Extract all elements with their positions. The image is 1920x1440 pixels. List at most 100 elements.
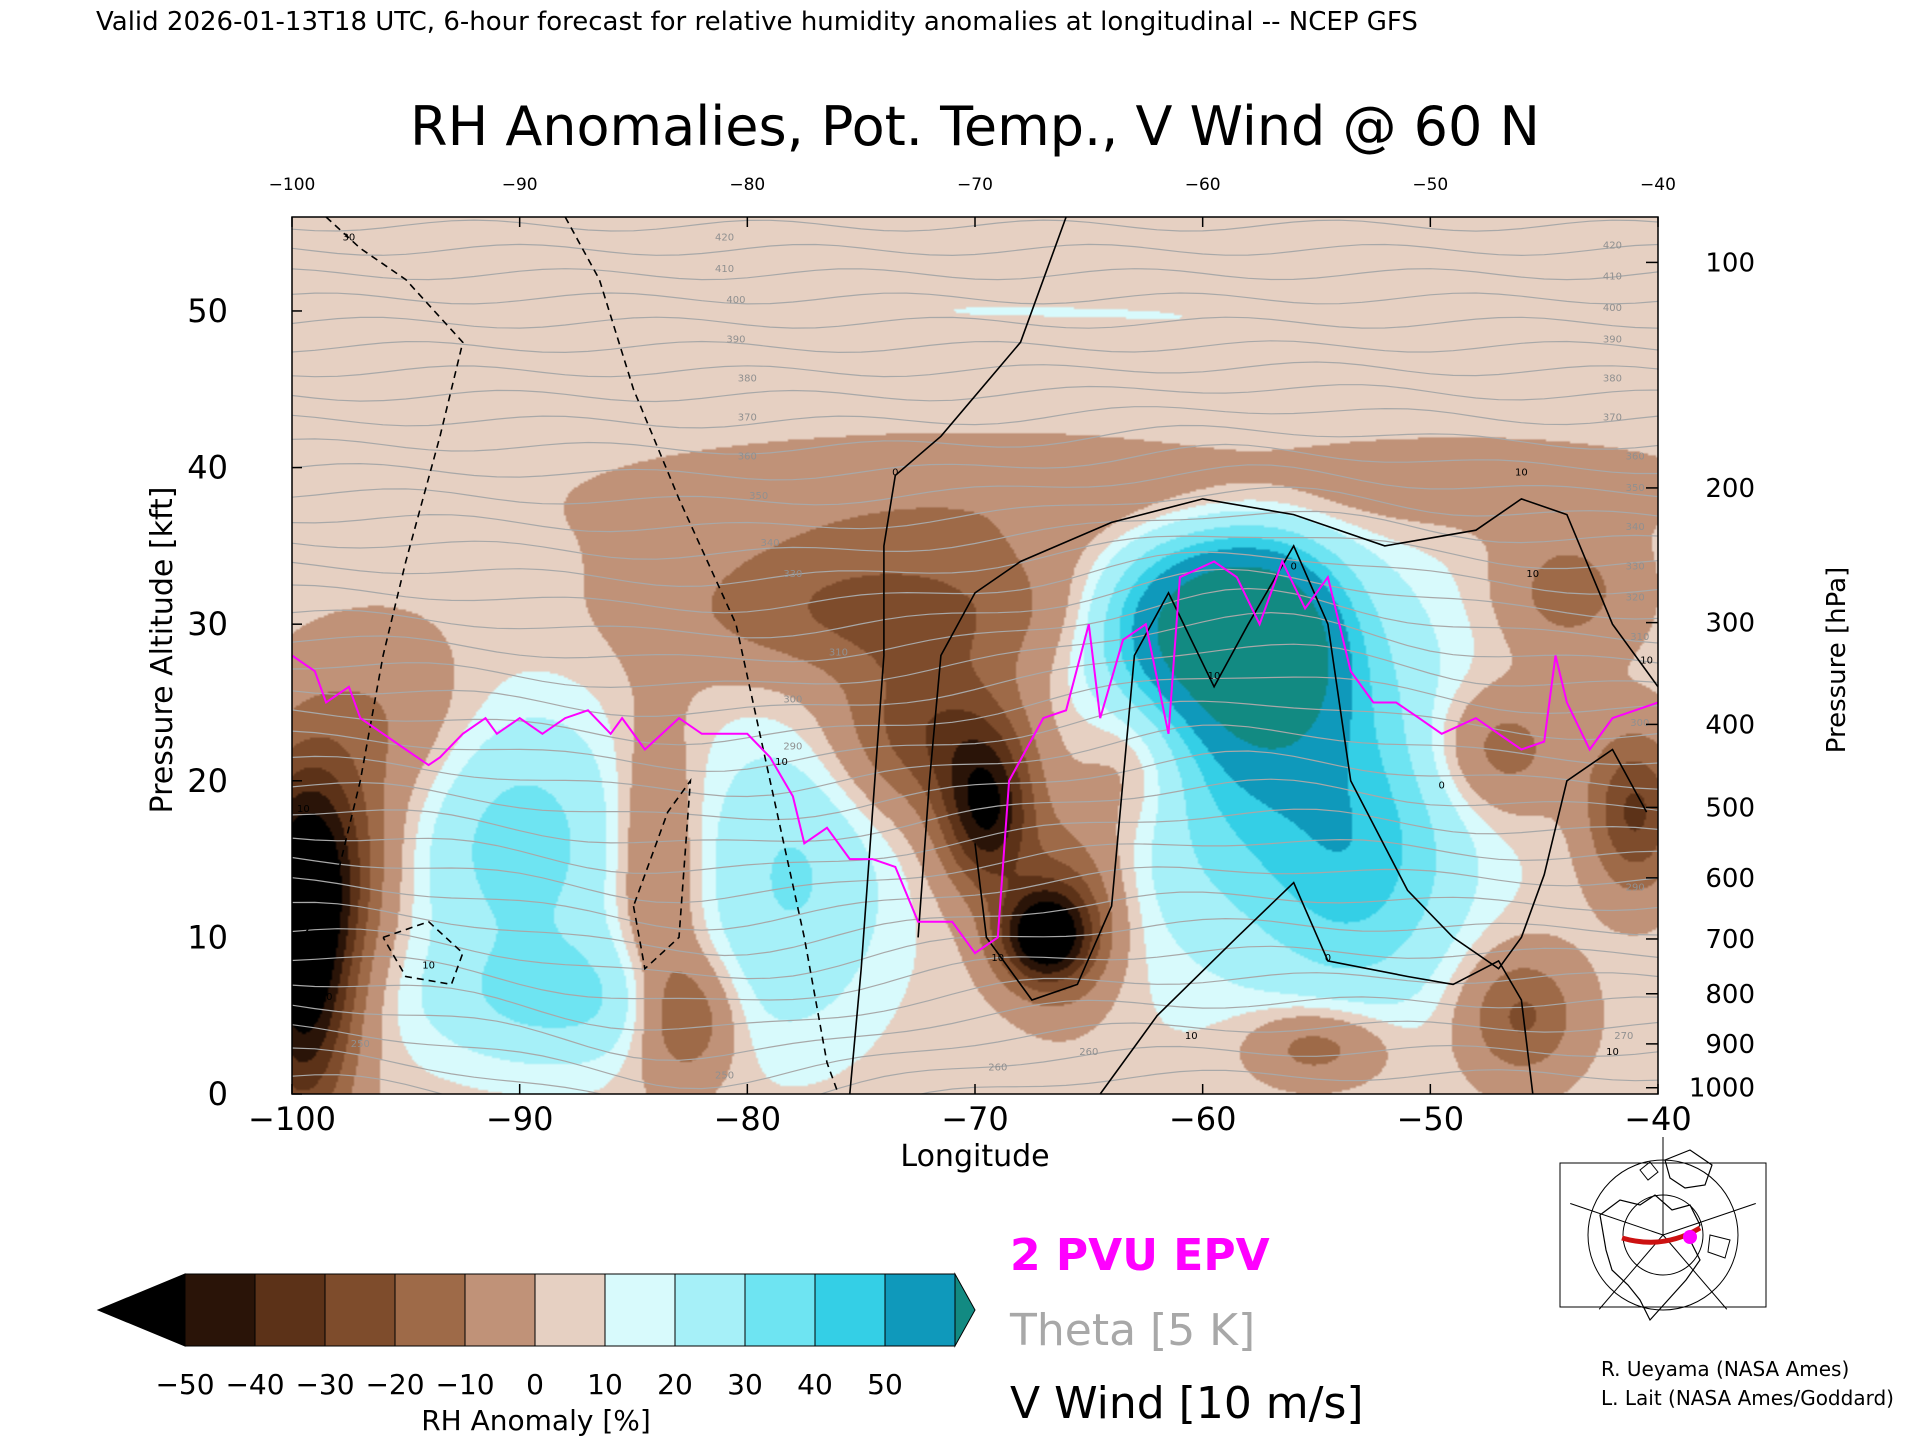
theta-contour-line: [292, 464, 1658, 506]
colorbar-bin: [534, 1273, 606, 1347]
theta-contour-line: [292, 443, 1658, 481]
v-wind-contour-label: 0: [1325, 953, 1331, 964]
pressure-tick-label: 700: [1705, 925, 1755, 955]
theta-contour-line: [292, 1044, 1658, 1094]
pressure-tick-label: 600: [1705, 864, 1755, 894]
theta-contour-line: [292, 424, 1658, 455]
pressure-tick-label: 800: [1705, 980, 1755, 1010]
theta-contour-line: [292, 996, 1658, 1061]
valid-time-header: Valid 2026-01-13T18 UTC, 6-hour forecast…: [96, 7, 1418, 37]
colorbar-tick-label: 10: [587, 1368, 623, 1401]
theta-contour-label: 270: [1614, 1031, 1633, 1042]
v-wind-contour-line: [1099, 881, 1534, 1094]
y2-axis-label: Pressure [hPa]: [1822, 567, 1852, 754]
theta-contour-line: [292, 587, 1658, 663]
theta-contour-line: [292, 891, 1658, 957]
theta-contour-label: 380: [1603, 373, 1622, 384]
theta-contour-line: [292, 778, 1658, 844]
colorbar-tick-label: −40: [225, 1368, 284, 1401]
x-top-tick-label: −50: [1412, 175, 1448, 195]
v-wind-contour-label: 10: [991, 953, 1004, 964]
x-top-tick-label: −70: [957, 175, 993, 195]
v-wind-contour-label: 10: [1526, 569, 1539, 580]
contour-labels: 2502502602602903003103303403503603703803…: [297, 232, 1653, 1081]
plot-area: 2502502602602903003103303403503603703803…: [291, 216, 1659, 1095]
colorbar-bin: [744, 1273, 816, 1347]
theta-contour-label: 340: [761, 538, 780, 549]
legend-theta: Theta [5 K]: [1009, 1305, 1255, 1356]
v-wind-contour-label: 10: [1606, 1047, 1619, 1058]
v-wind-contour-label: 10: [1640, 655, 1653, 666]
colorbar-bin: [674, 1273, 746, 1347]
theta-contour-line: [292, 268, 1658, 281]
theta-contour-label: 370: [738, 413, 757, 424]
v-wind-contour-label: 10: [422, 961, 435, 972]
v-wind-contour-label: 10: [1185, 1031, 1198, 1042]
colorbar-bin: [464, 1273, 536, 1347]
x-top-tick-label: −100: [269, 175, 316, 195]
theta-contour-label: 300: [783, 694, 802, 705]
theta-contour-label: 350: [1626, 483, 1645, 494]
axes: −100 −100 −90 −90 −80 −80 −70 −70 −60 −60 −50 −50 −4…: [187, 175, 1755, 1138]
v-wind-contour-line: [917, 498, 1658, 938]
theta-contour-line: [292, 340, 1658, 354]
theta-contour-label: 340: [1626, 522, 1645, 533]
epv-2pvu-line: [292, 558, 1658, 955]
y-tick-label: 10: [187, 918, 228, 956]
x-tick-label: −40: [1624, 1100, 1692, 1138]
chart-title: RH Anomalies, Pot. Temp., V Wind @ 60 N: [410, 95, 1540, 158]
theta-contour-line: [292, 535, 1658, 588]
theta-contour-label: 420: [1603, 240, 1622, 251]
v-wind-contours: [302, 217, 1658, 1094]
theta-contour-label: 320: [1626, 593, 1645, 604]
x-top-tick-label: −60: [1185, 175, 1221, 195]
x-top-tick-label: −80: [729, 175, 765, 195]
theta-contour-line: [292, 808, 1658, 874]
theta-contour-label: 380: [738, 373, 757, 384]
x-tick-label: −60: [1169, 1100, 1237, 1138]
y-tick-label: 0: [208, 1075, 228, 1113]
colorbar-tick-label: 30: [727, 1368, 763, 1401]
theta-contour-label: 370: [1603, 413, 1622, 424]
v-wind-contour-label: 0: [892, 467, 898, 478]
theta-contour-line: [292, 568, 1658, 639]
v-wind-contour-line: [849, 217, 1067, 1094]
theta-contour-line: [292, 750, 1658, 821]
v-wind-contour-label: 10: [775, 757, 788, 768]
x-axis-label: Longitude: [900, 1139, 1049, 1174]
theta-contour-label: 410: [715, 264, 734, 275]
colorbar-tick-label: 50: [867, 1368, 903, 1401]
theta-contour-line: [292, 643, 1658, 717]
v-wind-contour-label: 10: [297, 804, 310, 815]
y-tick-label: 30: [187, 605, 228, 643]
legend: 2 PVU EPV Theta [5 K] V Wind [10 m/s]: [1009, 1230, 1364, 1429]
colorbar-over-arrow: [954, 1272, 976, 1348]
theta-contour-label: 250: [715, 1070, 734, 1081]
v-wind-contour-label: 0: [1439, 781, 1445, 792]
theta-contour-label: 310: [1630, 632, 1649, 643]
v-wind-contour-line: [382, 920, 464, 986]
theta-contour-label: 360: [1626, 452, 1645, 463]
theta-contour-label: 260: [1079, 1047, 1098, 1058]
theta-contour-label: 390: [726, 334, 745, 345]
theta-contour-line: [292, 292, 1658, 305]
y-axis-label: Pressure Altitude [kft]: [145, 487, 180, 814]
colorbar-label: RH Anomaly [%]: [421, 1404, 651, 1437]
v-wind-contour-line: [974, 544, 1648, 1001]
v-wind-contour-line: [564, 217, 840, 1094]
theta-contour-line: [292, 384, 1658, 403]
colorbar-under-arrow: [96, 1273, 186, 1347]
x-top-tick-label: −40: [1640, 175, 1676, 195]
theta-contour-label: 290: [1626, 882, 1645, 893]
theta-contour-line: [292, 917, 1658, 980]
colorbar: −50 −40 −30 −20 −10 0 10 20 30 40 50 RH Anomaly [%…: [96, 1272, 976, 1437]
pressure-tick-label: 300: [1705, 609, 1755, 639]
pressure-tick-label: 400: [1705, 710, 1755, 740]
colorbar-bin: [814, 1273, 886, 1347]
x-tick-label: −50: [1397, 1100, 1465, 1138]
v-wind-contour-label: 10: [1208, 671, 1221, 682]
theta-contour-line: [292, 838, 1658, 904]
colorbar-tick-label: −50: [155, 1368, 214, 1401]
theta-contour-line: [292, 972, 1658, 1031]
